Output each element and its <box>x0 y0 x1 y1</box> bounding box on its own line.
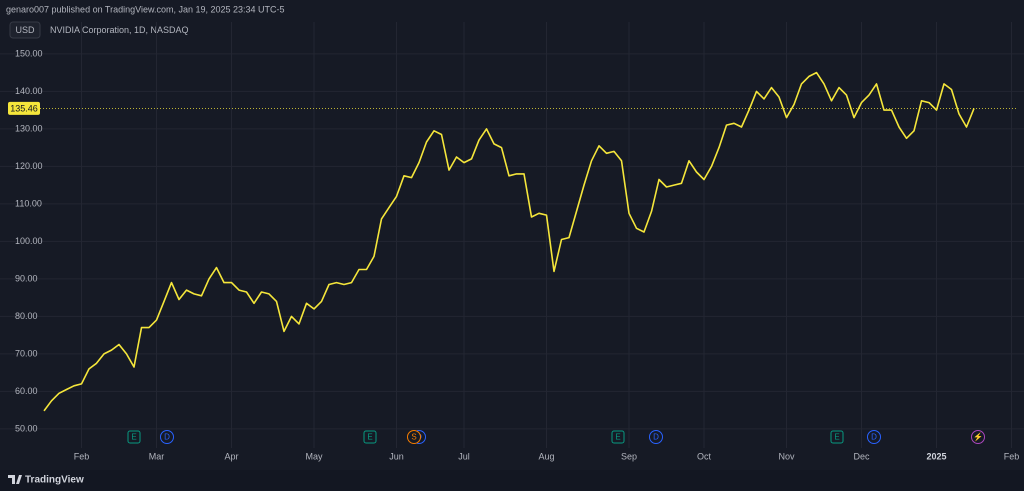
y-tick-label: 130.00 <box>15 123 43 133</box>
event-label: E <box>615 433 620 442</box>
price-line <box>43 71 975 412</box>
x-tick-label: Jun <box>389 451 404 461</box>
event-label: D <box>653 433 659 442</box>
y-tick-label: 100.00 <box>15 236 43 246</box>
event-label: D <box>164 433 170 442</box>
x-tick-label: Feb <box>1004 451 1020 461</box>
x-tick-label: Sep <box>621 451 637 461</box>
y-tick-label: 60.00 <box>15 386 38 396</box>
y-tick-label: 150.00 <box>15 48 43 58</box>
x-tick-label: May <box>305 451 323 461</box>
plot: 50.00 60.00 70.00 80.00 90.00 100.00 110.00 120… <box>0 22 1024 461</box>
y-tick-label: 140.00 <box>15 86 43 96</box>
y-tick-label: 80.00 <box>15 311 38 321</box>
event-badge <box>160 430 174 444</box>
event-badge <box>611 430 625 444</box>
event-label: S <box>411 433 416 442</box>
y-tick-label: 120.00 <box>15 161 43 171</box>
event-badge <box>830 430 844 444</box>
event-badge <box>363 430 377 444</box>
event-badge <box>867 430 881 444</box>
currency-box <box>9 21 41 39</box>
x-tick-label: Apr <box>224 451 238 461</box>
y-tick-label: 90.00 <box>15 273 38 283</box>
event-badge <box>971 430 985 444</box>
event-label: E <box>834 433 839 442</box>
last-price-label: 135.46 <box>10 103 38 113</box>
x-tick-label: 2025 <box>926 451 946 461</box>
event-label: E <box>131 433 136 442</box>
x-tick-label: Mar <box>149 451 165 461</box>
chart-title: NVIDIA Corporation, 1D, NASDAQ <box>50 25 189 35</box>
event-badge <box>649 430 663 444</box>
x-tick-label: Feb <box>74 451 90 461</box>
x-tick-label: Oct <box>697 451 712 461</box>
event-label: D <box>871 433 877 442</box>
currency: USD <box>15 25 35 35</box>
event-badge <box>127 430 141 444</box>
x-tick-label: Nov <box>778 451 795 461</box>
last-price-badge <box>8 101 40 115</box>
footer-brand: TradingView <box>25 475 84 486</box>
event-label: E <box>367 433 372 442</box>
event-label: ⚡ <box>973 432 983 442</box>
event-badge <box>407 430 421 444</box>
y-tick-label: 110.00 <box>15 198 42 208</box>
x-tick-label: Dec <box>853 451 870 461</box>
x-tick-label: Aug <box>538 451 554 461</box>
footer-bar <box>0 470 1024 491</box>
logo <box>8 475 22 484</box>
y-tick-label: 70.00 <box>15 348 38 358</box>
published-note: genaro007 published on TradingView.com, … <box>6 4 285 14</box>
y-tick-label: 50.00 <box>15 423 38 433</box>
x-tick-label: Jul <box>458 451 470 461</box>
